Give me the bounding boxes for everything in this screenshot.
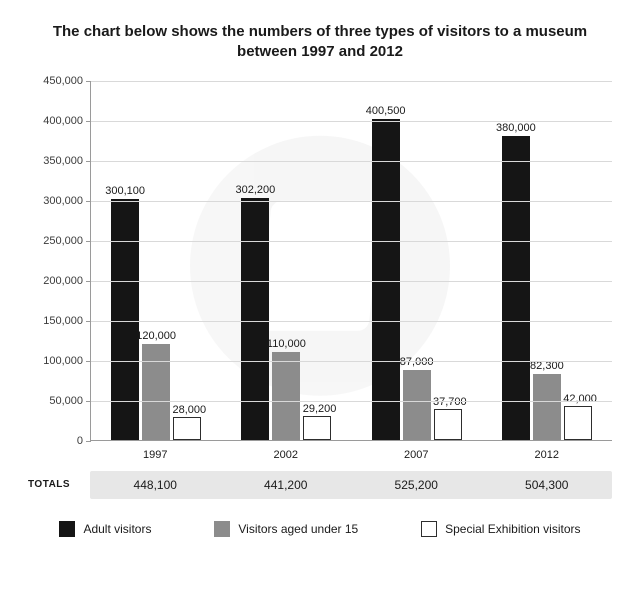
y-tick (86, 201, 91, 202)
legend-label: Special Exhibition visitors (445, 522, 580, 536)
plot: 300,100120,00028,000302,200110,00029,200… (90, 81, 612, 441)
gridline (91, 121, 612, 122)
bar: 300,100 (111, 199, 139, 439)
bar-value-label: 82,300 (530, 360, 564, 374)
x-tick-label: 1997 (90, 441, 221, 461)
y-tick (86, 81, 91, 82)
bar-value-label: 120,000 (136, 330, 176, 344)
y-tick (86, 281, 91, 282)
bar-value-label: 400,500 (366, 105, 406, 119)
bar: 82,300 (533, 374, 561, 440)
legend-label: Adult visitors (83, 522, 151, 536)
legend-item: Special Exhibition visitors (421, 521, 580, 537)
bar-group: 302,200110,00029,200 (221, 81, 351, 440)
x-tick-label: 2002 (221, 441, 352, 461)
bar-value-label: 28,000 (172, 404, 206, 418)
bar: 28,000 (173, 417, 201, 439)
y-tick-label: 200,000 (29, 275, 83, 287)
y-tick-label: 0 (29, 435, 83, 447)
legend-item: Adult visitors (59, 521, 151, 537)
legend-swatch (59, 521, 75, 537)
gridline (91, 401, 612, 402)
bar: 110,000 (272, 352, 300, 440)
legend: Adult visitors Visitors aged under 15 Spec… (28, 521, 612, 537)
y-tick-label: 50,000 (29, 395, 83, 407)
totals-cell: 441,200 (221, 471, 352, 499)
totals-label: TOTALS (28, 479, 90, 490)
bar-value-label: 29,200 (303, 403, 337, 417)
gridline (91, 81, 612, 82)
x-tick-label: 2007 (351, 441, 482, 461)
totals-cell: 525,200 (351, 471, 482, 499)
y-tick (86, 121, 91, 122)
gridline (91, 321, 612, 322)
bar: 87,000 (403, 370, 431, 440)
gridline (91, 361, 612, 362)
bar-group: 400,50087,00037,700 (352, 81, 482, 440)
gridline (91, 241, 612, 242)
bar-group: 300,100120,00028,000 (91, 81, 221, 440)
bar-value-label: 302,200 (235, 184, 275, 198)
bar-value-label: 300,100 (105, 185, 145, 199)
legend-swatch (421, 521, 437, 537)
y-tick (86, 361, 91, 362)
bar: 29,200 (303, 416, 331, 439)
gridline (91, 281, 612, 282)
y-tick-label: 450,000 (29, 75, 83, 87)
x-axis-labels: 1997200220072012 (90, 441, 612, 461)
y-tick-label: 300,000 (29, 195, 83, 207)
bar: 37,700 (434, 409, 462, 439)
bar-group: 380,00082,30042,000 (482, 81, 612, 440)
chart-title: The chart below shows the numbers of thr… (0, 0, 640, 71)
y-tick-label: 400,000 (29, 115, 83, 127)
y-tick (86, 321, 91, 322)
gridline (91, 161, 612, 162)
legend-swatch (214, 521, 230, 537)
bar: 120,000 (142, 344, 170, 440)
bar: 380,000 (502, 136, 530, 440)
y-tick-label: 100,000 (29, 355, 83, 367)
bar-value-label: 110,000 (267, 338, 306, 352)
totals-row: TOTALS 448,100441,200525,200504,300 (28, 471, 612, 499)
bar: 42,000 (564, 406, 592, 440)
y-tick-label: 150,000 (29, 315, 83, 327)
y-tick (86, 241, 91, 242)
gridline (91, 201, 612, 202)
y-tick (86, 401, 91, 402)
chart-area: 300,100120,00028,000302,200110,00029,200… (28, 81, 612, 461)
totals-cell: 504,300 (482, 471, 613, 499)
y-tick (86, 161, 91, 162)
y-tick (86, 441, 91, 442)
y-tick-label: 350,000 (29, 155, 83, 167)
bar: 400,500 (372, 119, 400, 439)
bar-value-label: 380,000 (496, 122, 536, 136)
x-tick-label: 2012 (482, 441, 613, 461)
legend-label: Visitors aged under 15 (238, 522, 358, 536)
totals-cell: 448,100 (90, 471, 221, 499)
legend-item: Visitors aged under 15 (214, 521, 358, 537)
bar: 302,200 (241, 198, 269, 440)
bar-value-label: 87,000 (400, 356, 434, 370)
bar-value-label: 37,700 (433, 396, 467, 410)
y-tick-label: 250,000 (29, 235, 83, 247)
